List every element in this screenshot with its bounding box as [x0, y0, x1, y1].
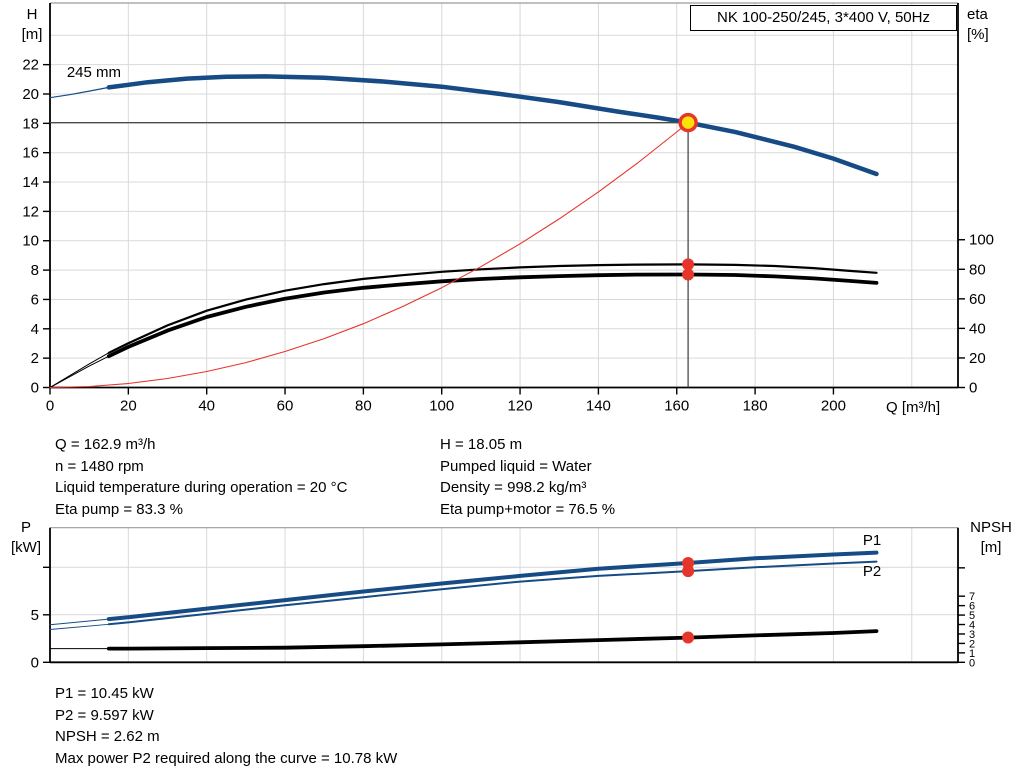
curve-label-qh-curve-245mm: 245 mm: [67, 64, 121, 81]
y-right-tick-label: 2: [969, 638, 975, 650]
y-left-tick-label: 22: [22, 57, 39, 74]
y-left-tick-label: 14: [22, 174, 39, 191]
x-tick-label: 200: [821, 398, 846, 415]
duty-point-marker[interactable]: [678, 112, 698, 133]
curve-qh-curve-245mm-lead[interactable]: [49, 86, 110, 99]
curve-eta-pump[interactable]: [107, 263, 878, 354]
curve-eta-pump-lead[interactable]: [49, 352, 110, 388]
curve-label-p2: P2: [863, 563, 881, 580]
y-right-tick-label: 7: [969, 591, 975, 603]
curve-label-p1: P1: [863, 532, 881, 549]
y-right-tick-label: 60: [969, 291, 986, 308]
curve-p1[interactable]: [106, 550, 879, 622]
curve-eta-pump-motor[interactable]: [106, 272, 879, 359]
eta-axis-label-line2: [%]: [967, 26, 989, 43]
h-axis-label: H [m]: [12, 5, 52, 45]
info-max-power: Max power P2 required along the curve = …: [55, 749, 398, 767]
info-q: Q = 162.9 m³/h: [55, 436, 156, 453]
h-axis-label-line2: [m]: [21, 26, 43, 43]
x-tick-label: 80: [355, 398, 372, 415]
x-tick-label: 40: [198, 398, 215, 415]
npsh-axis-label: NPSH [m]: [963, 518, 1019, 558]
h-axis-label-line1: H: [26, 6, 38, 23]
curve-eta-pump-motor-lead[interactable]: [49, 355, 110, 388]
info-pumped-liquid: Pumped liquid = Water: [440, 457, 592, 475]
y-left-tick-label: 4: [31, 321, 39, 338]
info-eta-pump-motor: Eta pump+motor = 76.5 %: [440, 500, 616, 518]
info-block-left: Q = 162.9 m³/h n = 1480 rpm Liquid tempe…: [55, 434, 347, 520]
info-block-bottom: P1 = 10.45 kW P2 = 9.597 kW NPSH = 2.62 …: [55, 683, 397, 769]
p-axis-label-line2: [kW]: [11, 539, 41, 556]
curve-p1-lead[interactable]: [49, 618, 110, 626]
y-right-tick-label: 5: [969, 610, 975, 622]
info-p1: P1 = 10.45 kW: [55, 685, 154, 702]
qh-chart[interactable]: 0 20 40 60 80 100 120 140 160 180 2000246810121416…: [0, 0, 1024, 432]
info-npsh: NPSH = 2.62 m: [55, 728, 160, 745]
y-right-tick-label: 6: [969, 601, 975, 613]
pump-title: NK 100-250/245, 3*400 V, 50Hz: [717, 9, 930, 26]
y-left-tick-label: 20: [22, 86, 39, 103]
curve-p2-lead[interactable]: [49, 623, 110, 630]
y-left-tick-label: 5: [31, 607, 39, 624]
y-left-tick-label: 18: [22, 115, 39, 132]
info-speed: n = 1480 rpm: [55, 457, 144, 475]
pump-title-box: NK 100-250/245, 3*400 V, 50Hz: [690, 5, 957, 31]
y-left-tick-label: 6: [31, 291, 39, 308]
y-right-tick-label: 4: [969, 620, 975, 632]
info-p2: P2 = 9.597 kW: [55, 706, 154, 724]
y-left-tick-label: 2: [31, 350, 39, 367]
curve-qh-curve-245mm[interactable]: [106, 74, 879, 177]
curve-p2[interactable]: [107, 560, 878, 626]
y-left-tick-label: 12: [22, 203, 39, 220]
x-tick-label: 180: [743, 398, 768, 415]
y-right-tick-label: 20: [969, 350, 986, 367]
x-tick-label: 60: [277, 398, 294, 415]
info-density: Density = 998.2 kg/m³: [440, 479, 587, 496]
duty-dot: [682, 631, 695, 644]
npsh-axis-label-line2: [m]: [980, 539, 1002, 556]
duty-dot: [682, 565, 695, 578]
x-tick-label: 160: [664, 398, 689, 415]
eta-axis-label-line1: eta: [967, 6, 988, 23]
y-left-tick-label: 16: [22, 145, 39, 162]
curve-system-curve[interactable]: [49, 122, 689, 389]
npsh-axis-label-line1: NPSH: [970, 519, 1012, 536]
y-right-tick-label: 0: [969, 657, 975, 669]
curve-npsh[interactable]: [106, 629, 879, 651]
p-axis-label: P [kW]: [3, 518, 49, 558]
p-axis-label-line1: P: [20, 519, 31, 536]
y-right-tick-label: 3: [969, 629, 975, 641]
y-right-tick-label: 1: [969, 648, 975, 660]
info-block-right: H = 18.05 m Pumped liquid = Water Densit…: [440, 434, 615, 520]
x-tick-label: 120: [508, 398, 533, 415]
eta-axis-label: eta [%]: [967, 5, 1017, 45]
y-right-tick-label: 40: [969, 320, 986, 337]
x-tick-label: 20: [120, 398, 137, 415]
x-tick-label: 140: [586, 398, 611, 415]
duty-dot: [682, 268, 695, 281]
y-left-tick-label: 10: [22, 233, 39, 250]
y-right-tick-label: 80: [969, 261, 986, 278]
duty-dot: [682, 258, 695, 271]
y-right-tick-label: 100: [969, 232, 994, 249]
info-h: H = 18.05 m: [440, 436, 523, 453]
y-left-tick-label: 0: [31, 380, 39, 397]
x-tick-label: 0: [46, 398, 54, 415]
info-eta-pump: Eta pump = 83.3 %: [55, 500, 183, 518]
x-tick-label: 100: [429, 398, 454, 415]
y-right-tick-label: 0: [969, 380, 977, 397]
q-axis-label: Q [m³/h]: [886, 399, 941, 416]
y-left-tick-label: 8: [31, 262, 39, 279]
info-liquid-temp: Liquid temperature during operation = 20…: [55, 479, 348, 496]
y-left-tick-label: 0: [31, 654, 39, 671]
